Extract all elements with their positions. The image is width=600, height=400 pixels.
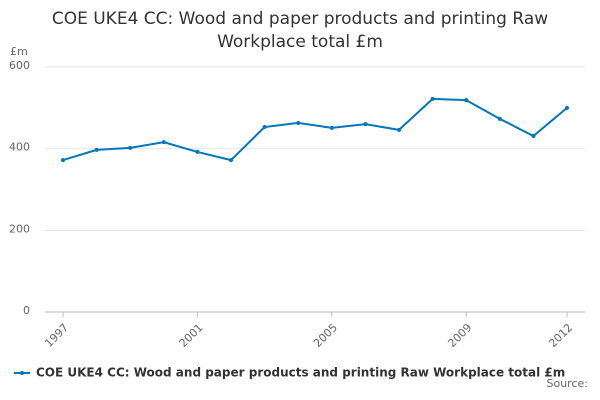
y-tick-label: 200 [9, 222, 30, 235]
point [329, 125, 334, 130]
chart-title: COE UKE4 CC: Wood and paper products and… [51, 9, 549, 52]
x-tick-label: 1997 [42, 321, 71, 350]
y-axis-label: £m [10, 45, 28, 58]
y-tick-label: 0 [23, 304, 30, 317]
y-tick-label: 600 [9, 59, 30, 72]
point [161, 140, 166, 145]
point [61, 158, 65, 163]
point [195, 149, 200, 154]
x-tick-label: 2001 [177, 321, 206, 350]
source: Source: [547, 377, 589, 390]
point [296, 120, 301, 125]
x-tick-label: 2012 [546, 321, 575, 350]
point [229, 158, 233, 163]
x-tick-label: 2005 [311, 321, 340, 350]
point [430, 96, 435, 101]
point [464, 98, 469, 103]
point [128, 145, 133, 150]
x-tick-label: 2009 [445, 321, 474, 350]
point [363, 122, 368, 127]
legend-marker [20, 371, 24, 375]
point [397, 127, 401, 132]
legend-label: COE UKE4 CC: Wood and paper products and… [36, 366, 565, 380]
point [497, 116, 502, 121]
point [565, 105, 569, 110]
point [531, 134, 536, 139]
point [94, 147, 99, 152]
line [62, 97, 568, 162]
y-tick-label: 400 [9, 141, 30, 154]
point [262, 125, 267, 130]
